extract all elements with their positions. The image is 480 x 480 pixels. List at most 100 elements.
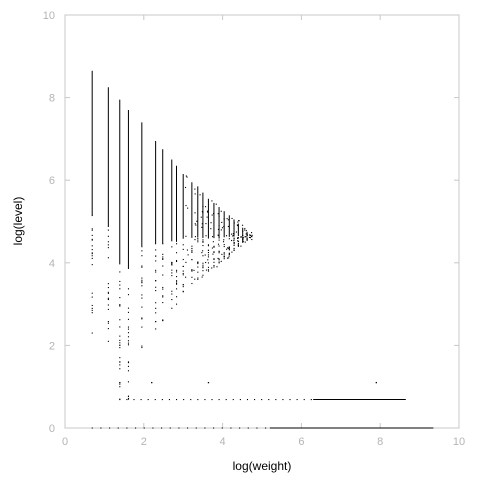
data-point <box>107 308 109 310</box>
data-point <box>151 381 153 384</box>
data-point <box>185 175 187 177</box>
data-point <box>91 245 93 247</box>
data-point <box>127 344 130 346</box>
data-point <box>140 399 142 401</box>
data-point <box>207 245 210 247</box>
data-point <box>176 303 178 305</box>
data-point <box>194 278 196 280</box>
data-point <box>119 386 121 388</box>
data-point <box>91 229 93 231</box>
data-point <box>197 261 199 263</box>
data-point <box>207 270 210 272</box>
data-point <box>223 239 225 241</box>
data-point <box>231 233 233 235</box>
data-point <box>127 326 130 328</box>
data-point <box>152 427 154 429</box>
data-point <box>197 399 199 401</box>
data-point <box>233 237 235 239</box>
data-point <box>91 296 93 298</box>
data-point <box>162 265 164 267</box>
data-point <box>237 242 239 245</box>
data-point <box>107 291 109 293</box>
data-point <box>207 262 210 264</box>
data-point <box>127 342 130 344</box>
data-point <box>207 252 210 254</box>
data-point <box>176 296 178 298</box>
data-point <box>213 245 215 247</box>
data-point <box>171 307 173 309</box>
data-point <box>127 288 130 290</box>
data-point <box>244 241 246 243</box>
plot-frame <box>64 14 460 429</box>
data-point <box>191 269 193 271</box>
data-point <box>127 395 130 397</box>
data-point <box>202 267 204 269</box>
data-point <box>127 398 130 400</box>
data-point <box>127 397 130 399</box>
data-point <box>242 237 244 239</box>
data-point <box>218 258 220 260</box>
data-point <box>233 242 235 244</box>
data-point <box>107 298 109 300</box>
data-point <box>176 243 178 245</box>
data-point <box>213 266 215 268</box>
data-point <box>119 357 121 359</box>
data-point <box>204 427 206 429</box>
data-point <box>162 243 164 245</box>
data-point <box>107 247 109 249</box>
data-point <box>176 399 178 401</box>
data-point <box>141 246 143 248</box>
data-point <box>141 306 143 308</box>
data-point <box>185 205 187 207</box>
data-point <box>185 276 187 278</box>
data-point <box>246 237 248 239</box>
data-point <box>205 261 207 264</box>
data-point <box>232 399 234 401</box>
data-point <box>232 234 234 236</box>
data-point <box>91 427 93 429</box>
data-point <box>107 322 109 324</box>
data-point <box>176 283 178 285</box>
data-point <box>233 239 235 241</box>
data-point <box>197 266 199 268</box>
data-point <box>239 427 241 429</box>
data-point <box>119 342 121 344</box>
data-point <box>210 222 212 224</box>
data-point <box>375 381 377 384</box>
data-point <box>117 427 119 429</box>
data-point <box>107 328 109 330</box>
data-point <box>162 286 164 289</box>
data-point <box>155 312 157 314</box>
data-point <box>171 272 173 274</box>
data-point <box>91 307 93 309</box>
data-point <box>196 220 198 222</box>
data-point <box>223 255 225 258</box>
data-point <box>232 235 234 237</box>
data-point <box>237 240 239 243</box>
data-point <box>237 237 239 239</box>
data-point <box>237 237 239 239</box>
data-point <box>127 370 130 372</box>
data-point <box>119 297 121 299</box>
y-tick-label: 10 <box>43 10 55 22</box>
data-point <box>119 326 121 328</box>
data-point <box>218 252 220 254</box>
data-point <box>204 399 206 401</box>
data-point <box>199 194 201 196</box>
data-point <box>228 252 230 254</box>
data-point <box>162 256 164 258</box>
data-point <box>245 233 247 235</box>
data-point <box>191 276 193 278</box>
data-point <box>107 287 109 289</box>
data-point <box>221 427 223 429</box>
data-point <box>237 245 239 247</box>
data-point <box>182 272 184 275</box>
data-point <box>176 260 178 263</box>
data-point <box>191 247 193 250</box>
data-point <box>197 262 199 264</box>
data-point <box>218 239 220 241</box>
data-point <box>155 279 157 282</box>
data-point <box>202 264 204 266</box>
data-point <box>233 243 235 245</box>
